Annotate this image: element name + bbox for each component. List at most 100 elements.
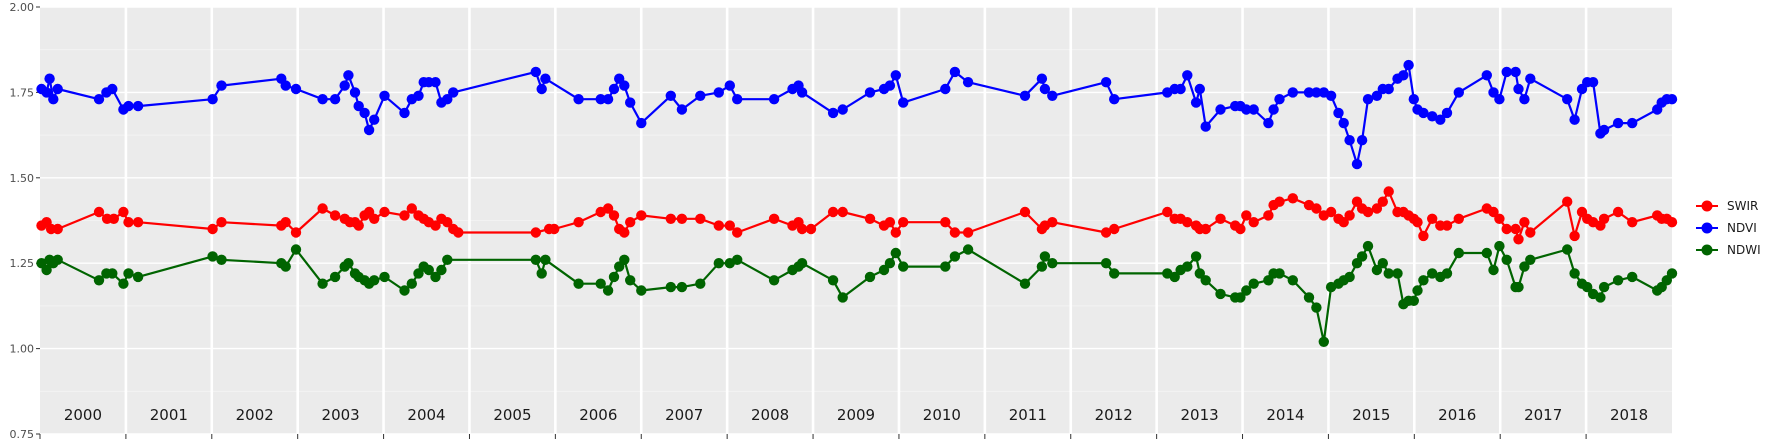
data-point-swir xyxy=(379,206,390,218)
data-point-ndwi xyxy=(1318,336,1330,347)
data-point-swir xyxy=(353,220,364,231)
data-point-ndwi xyxy=(1344,271,1355,283)
data-point-swir xyxy=(1666,217,1678,228)
data-point-ndvi xyxy=(827,107,839,119)
data-point-ndvi xyxy=(207,94,218,105)
data-point-swir xyxy=(1598,213,1610,224)
data-point-ndvi xyxy=(1311,87,1322,98)
year-label: 2015 xyxy=(1352,406,1390,424)
data-point-swir xyxy=(1274,196,1285,207)
data-point-ndvi xyxy=(962,77,974,88)
data-point-swir xyxy=(602,203,614,214)
data-point-swir xyxy=(608,210,620,221)
year-label: 2012 xyxy=(1095,406,1133,424)
year-labels: 2000 2001 2002 2003 2004 2005 2006 2007 2008 2009… xyxy=(64,406,1648,424)
y-tick-label: 2.00 xyxy=(10,1,35,14)
data-point-ndwi xyxy=(962,244,974,255)
data-point-ndwi xyxy=(118,278,129,289)
year-label: 2005 xyxy=(493,406,531,424)
data-point-ndwi xyxy=(768,275,780,286)
data-point-ndwi xyxy=(207,251,218,262)
data-point-ndvi xyxy=(595,94,606,105)
data-point-ndwi xyxy=(317,278,328,289)
data-point-ndwi xyxy=(1525,254,1536,265)
data-point-ndvi xyxy=(898,97,909,108)
data-point-ndwi xyxy=(52,254,63,265)
year-label: 2002 xyxy=(236,406,274,424)
data-point-ndvi xyxy=(1666,94,1678,105)
data-point-swir xyxy=(665,213,676,224)
data-point-swir xyxy=(280,217,291,228)
data-point-swir xyxy=(399,210,410,221)
data-point-swir xyxy=(1287,193,1299,204)
data-point-ndwi xyxy=(93,275,105,286)
data-point-ndvi xyxy=(573,94,584,105)
data-point-ndwi xyxy=(123,268,134,279)
year-label: 2003 xyxy=(322,406,360,424)
data-point-ndvi xyxy=(52,83,63,95)
data-point-swir xyxy=(625,217,636,228)
data-point-ndwi xyxy=(864,271,876,283)
data-point-ndwi xyxy=(884,258,896,269)
data-point-ndvi xyxy=(1047,90,1058,102)
data-point-ndwi xyxy=(1488,264,1499,276)
data-point-swir xyxy=(1100,227,1112,238)
data-point-swir xyxy=(132,217,144,228)
data-point-ndvi xyxy=(540,73,551,84)
data-point-ndvi xyxy=(1627,117,1638,129)
data-point-swir xyxy=(827,206,839,218)
year-label: 2006 xyxy=(579,406,617,424)
data-point-ndwi xyxy=(1311,302,1322,313)
data-point-ndvi xyxy=(1612,117,1624,129)
data-point-ndwi xyxy=(1453,247,1465,259)
data-point-swir xyxy=(1383,186,1394,197)
data-point-swir xyxy=(1377,196,1389,207)
data-point-swir xyxy=(216,217,227,228)
data-point-ndwi xyxy=(595,278,606,289)
data-point-swir xyxy=(1510,223,1521,235)
data-point-ndvi xyxy=(1303,87,1315,98)
data-point-ndvi xyxy=(359,107,370,119)
data-point-ndvi xyxy=(1175,83,1186,95)
data-point-swir xyxy=(884,217,896,228)
data-point-swir xyxy=(453,227,464,238)
data-point-ndwi xyxy=(132,271,144,283)
data-point-ndvi xyxy=(1481,70,1493,81)
data-point-swir xyxy=(1519,217,1530,228)
data-point-swir xyxy=(864,213,876,224)
y-tick-label: 0.75 xyxy=(10,428,35,441)
data-point-swir xyxy=(1263,210,1274,221)
data-point-ndwi xyxy=(608,271,620,283)
data-point-ndvi xyxy=(41,87,52,98)
data-point-ndvi xyxy=(1274,94,1285,105)
data-point-swir xyxy=(898,217,909,228)
data-point-ndwi xyxy=(1287,275,1299,286)
data-point-swir xyxy=(530,227,541,238)
data-point-swir xyxy=(1235,223,1246,235)
data-point-ndvi xyxy=(732,94,743,105)
data-point-ndvi xyxy=(107,83,118,95)
legend-label: SWIR xyxy=(1727,199,1758,213)
data-point-ndvi xyxy=(1494,94,1505,105)
data-point-swir xyxy=(52,223,63,235)
data-point-ndvi xyxy=(1200,121,1211,132)
data-point-ndwi xyxy=(406,278,417,289)
year-label: 2000 xyxy=(64,406,102,424)
data-point-ndvi xyxy=(448,87,459,98)
data-point-ndwi xyxy=(732,254,743,265)
data-point-ndvi xyxy=(768,94,780,105)
data-point-ndvi xyxy=(1325,90,1337,102)
data-point-ndvi xyxy=(1344,135,1355,146)
data-point-ndvi xyxy=(1241,104,1252,115)
year-label: 2009 xyxy=(837,406,875,424)
data-point-swir xyxy=(1362,206,1374,218)
data-point-ndwi xyxy=(1371,264,1383,276)
data-point-ndvi xyxy=(1036,73,1048,84)
data-point-ndwi xyxy=(602,285,614,296)
data-point-ndvi xyxy=(1562,94,1573,105)
data-point-ndvi xyxy=(363,124,375,136)
data-point-swir xyxy=(695,213,706,224)
data-point-ndwi xyxy=(280,261,291,272)
data-point-swir xyxy=(1182,217,1193,228)
